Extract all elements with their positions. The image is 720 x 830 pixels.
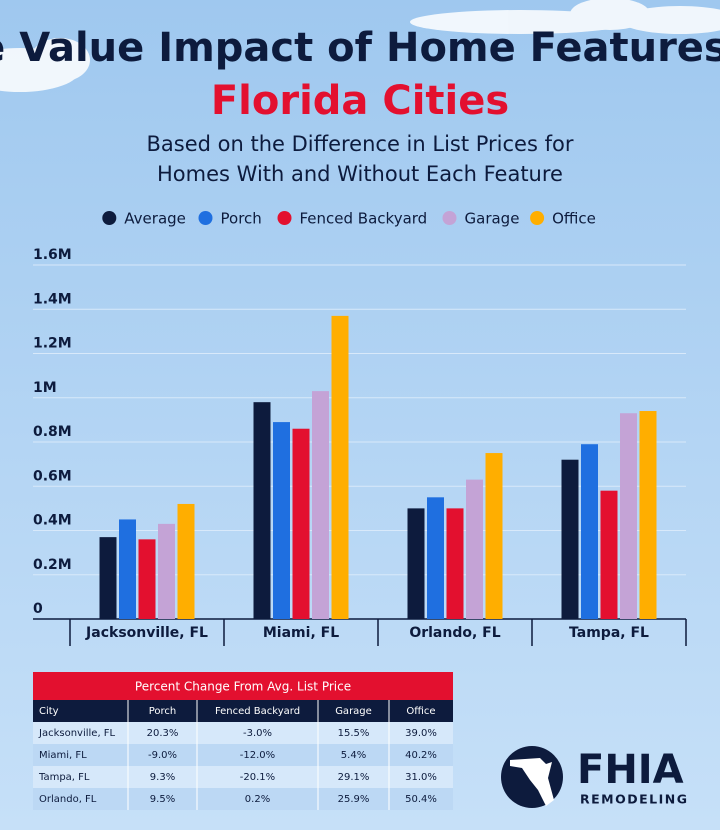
table-cell: -3.0% [243, 728, 272, 739]
table-header: Fenced Backyard [215, 706, 300, 717]
y-tick-label: 1M [33, 380, 57, 396]
chart: Average Porch Fenced Backyard Garage Office 0… [33, 210, 687, 646]
table-cell: Tampa, FL [38, 772, 90, 783]
clouds [0, 0, 720, 92]
y-tick-label: 0.8M [33, 424, 72, 440]
bar [273, 422, 290, 619]
bar [600, 490, 618, 619]
table-cell: 29.1% [338, 772, 370, 783]
bar [331, 315, 349, 619]
legend-label: Office [552, 210, 596, 228]
logo: FHIA REMODELING [501, 746, 688, 808]
table-header-bg [33, 700, 453, 722]
table-cell: -9.0% [148, 750, 177, 761]
bar [581, 444, 598, 619]
table-header: City [39, 706, 59, 717]
table: Percent Change From Avg. List Price City P… [33, 672, 453, 810]
bar [466, 479, 483, 619]
y-tick-label: 0.4M [33, 513, 72, 529]
table-cell: 9.5% [150, 794, 175, 805]
legend-marker [530, 211, 545, 225]
table-header: Porch [149, 706, 177, 717]
legend-marker [277, 211, 292, 225]
bar [158, 523, 175, 619]
y-tick-label: 0 [33, 601, 43, 617]
table-cell: Jacksonville, FL [38, 728, 116, 739]
table-row-bg [33, 722, 453, 744]
bar [427, 497, 444, 619]
y-tick-label: 1.2M [33, 336, 72, 352]
legend-label: Garage [465, 210, 520, 228]
bar [639, 411, 657, 619]
table-cell: 15.5% [338, 728, 370, 739]
chart-title-highlight: Florida Cities [211, 78, 509, 124]
legend-label: Fenced Backyard [300, 210, 428, 228]
bar [177, 503, 195, 619]
table-cell: 50.4% [405, 794, 437, 805]
x-tick-label: Jacksonville, FL [85, 625, 208, 641]
legend-marker [102, 211, 117, 225]
bar [138, 539, 156, 619]
subtitle: Homes With and Without Each Feature [157, 162, 563, 186]
bar [99, 537, 117, 619]
table-title-bg [33, 672, 453, 700]
bar [485, 453, 503, 619]
table-cell: 9.3% [150, 772, 175, 783]
logo-tagline: REMODELING [580, 792, 688, 807]
bar [407, 508, 425, 619]
y-tick-label: 0.2M [33, 557, 72, 573]
table-row-bg [33, 744, 453, 766]
bar [253, 402, 271, 619]
legend-label: Porch [221, 210, 262, 228]
chart-title: The Value Impact of Home Features on [0, 25, 720, 71]
logo-florida [510, 758, 554, 806]
bar [561, 459, 579, 619]
legend-label: Average [124, 210, 186, 228]
legend-marker [442, 211, 457, 225]
table-row-bg [33, 766, 453, 788]
logo-name: FHIA [577, 747, 684, 793]
x-tick-label: Miami, FL [263, 625, 339, 641]
table-cell: Miami, FL [39, 750, 87, 761]
bar [292, 428, 310, 619]
table-cell: -20.1% [240, 772, 275, 783]
table-cell: 31.0% [405, 772, 437, 783]
subtitle: Based on the Difference in List Prices f… [147, 132, 574, 156]
table-cell: 20.3% [147, 728, 179, 739]
table-cell: 5.4% [341, 750, 366, 761]
y-tick-label: 0.6M [33, 468, 72, 484]
bar [312, 391, 329, 619]
table-cell: 39.0% [405, 728, 437, 739]
y-tick-label: 1.6M [33, 247, 72, 263]
bar [119, 519, 136, 619]
y-tick-label: 1.4M [33, 291, 72, 307]
x-tick-label: Tampa, FL [569, 625, 649, 641]
x-tick-label: Orlando, FL [409, 625, 500, 641]
table-cell: Orlando, FL [39, 794, 97, 805]
table-cell: 25.9% [338, 794, 370, 805]
table-cell: -12.0% [240, 750, 275, 761]
table-header: Garage [335, 706, 372, 717]
table-cell: 40.2% [405, 750, 437, 761]
table-title: Percent Change From Avg. List Price [135, 680, 351, 694]
legend-marker [198, 211, 213, 225]
table-header: Office [406, 706, 435, 717]
table-cell: 0.2% [245, 794, 270, 805]
bar [446, 508, 464, 619]
table-row-bg [33, 788, 453, 810]
bar [620, 413, 637, 619]
